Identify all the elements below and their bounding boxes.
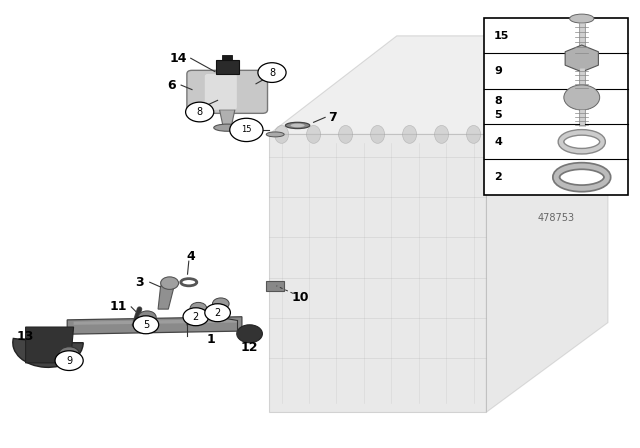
Text: 1: 1 <box>207 333 216 346</box>
Text: 7: 7 <box>328 111 337 124</box>
Ellipse shape <box>285 122 310 129</box>
Circle shape <box>190 302 207 314</box>
Ellipse shape <box>403 125 417 143</box>
Text: 8: 8 <box>494 96 502 106</box>
Text: 478753: 478753 <box>537 213 575 223</box>
Text: 3: 3 <box>135 276 144 289</box>
Text: 9: 9 <box>494 66 502 76</box>
Text: 4: 4 <box>186 250 195 263</box>
Circle shape <box>138 311 156 323</box>
Text: 6: 6 <box>167 78 176 92</box>
Text: 9: 9 <box>66 356 72 366</box>
Circle shape <box>230 118 263 142</box>
Text: 15: 15 <box>241 125 252 134</box>
Text: 2: 2 <box>193 312 199 322</box>
Text: 10: 10 <box>292 291 310 305</box>
Text: 5: 5 <box>494 110 502 121</box>
FancyBboxPatch shape <box>205 74 237 110</box>
FancyBboxPatch shape <box>187 70 268 113</box>
Ellipse shape <box>307 125 321 143</box>
Text: 8: 8 <box>196 107 203 117</box>
Wedge shape <box>13 338 83 367</box>
Polygon shape <box>565 45 598 72</box>
Polygon shape <box>269 36 608 134</box>
Polygon shape <box>158 286 173 309</box>
Circle shape <box>59 347 79 361</box>
Polygon shape <box>74 319 237 325</box>
Circle shape <box>258 63 286 82</box>
Circle shape <box>212 298 229 310</box>
Text: 5: 5 <box>143 320 149 330</box>
Circle shape <box>133 316 159 334</box>
Circle shape <box>564 85 600 110</box>
Ellipse shape <box>214 124 241 131</box>
Ellipse shape <box>435 125 449 143</box>
Ellipse shape <box>371 125 385 143</box>
Ellipse shape <box>467 125 481 143</box>
Bar <box>484 18 628 195</box>
Text: 15: 15 <box>494 30 509 41</box>
Ellipse shape <box>266 132 284 137</box>
Text: 4: 4 <box>494 137 502 147</box>
Circle shape <box>186 102 214 122</box>
Polygon shape <box>486 36 608 412</box>
Circle shape <box>237 325 262 343</box>
Circle shape <box>183 308 209 326</box>
Text: 13: 13 <box>17 330 35 344</box>
Circle shape <box>55 351 83 370</box>
Polygon shape <box>26 327 74 363</box>
Polygon shape <box>220 110 235 128</box>
Text: 14: 14 <box>169 52 187 65</box>
Text: 11: 11 <box>109 300 127 314</box>
Ellipse shape <box>570 14 594 23</box>
Bar <box>266 281 284 291</box>
Polygon shape <box>67 317 242 334</box>
Text: 2: 2 <box>494 172 502 182</box>
Text: 2: 2 <box>214 308 221 318</box>
Ellipse shape <box>291 124 305 127</box>
Circle shape <box>205 304 230 322</box>
Text: 8: 8 <box>269 68 275 78</box>
Polygon shape <box>269 134 486 412</box>
Bar <box>216 60 239 74</box>
Bar <box>222 55 232 60</box>
Text: 12: 12 <box>241 340 259 354</box>
Circle shape <box>161 277 179 289</box>
Ellipse shape <box>275 125 289 143</box>
Ellipse shape <box>339 125 353 143</box>
